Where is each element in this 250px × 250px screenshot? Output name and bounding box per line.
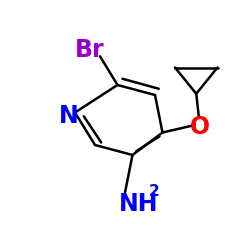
Text: N: N xyxy=(59,104,78,128)
Text: 2: 2 xyxy=(149,184,160,199)
Text: Br: Br xyxy=(75,38,105,62)
Text: NH: NH xyxy=(119,192,158,216)
Text: O: O xyxy=(190,116,210,140)
